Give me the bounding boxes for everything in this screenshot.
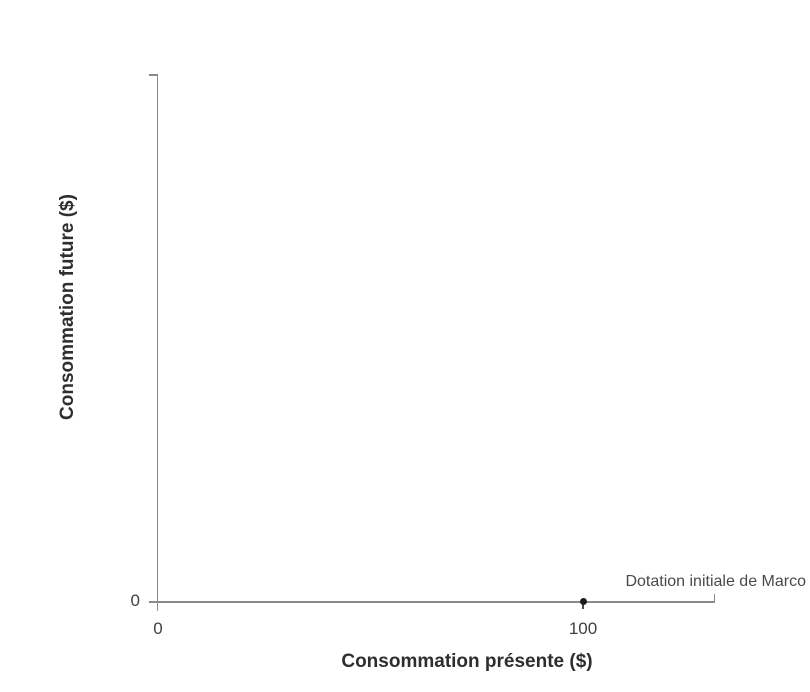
y-axis-tick-label-0: 0 <box>130 591 140 610</box>
x-axis-end-tick <box>713 593 715 602</box>
x-axis-tick-label-0: 0 <box>153 619 163 638</box>
endowment-point-label: Dotation initiale de Marco <box>625 573 806 590</box>
x-axis-title: Consommation présente ($) <box>341 651 593 672</box>
endowment-point <box>579 598 587 605</box>
x-axis-line <box>149 601 715 603</box>
x-axis-tick-label-100: 100 <box>568 619 598 638</box>
y-axis-title: Consommation future ($) <box>57 194 78 420</box>
y-axis-end-tick <box>149 74 157 76</box>
endowment-point-tick <box>582 602 584 609</box>
y-axis-line <box>156 74 158 611</box>
